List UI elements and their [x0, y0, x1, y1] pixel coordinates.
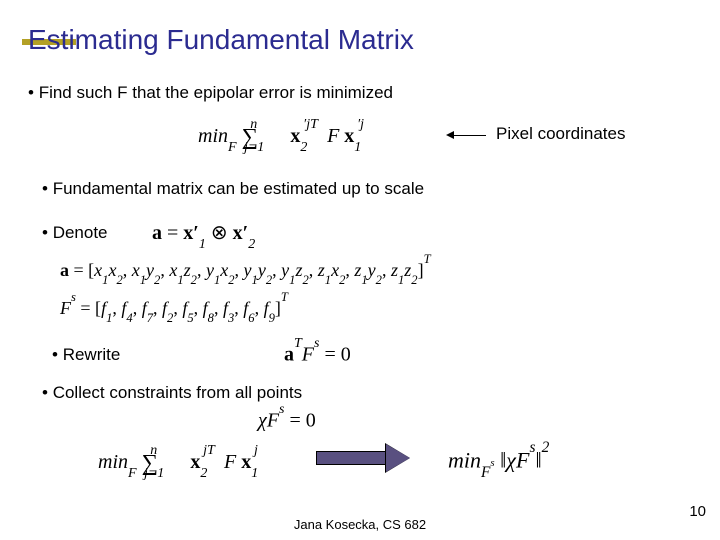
bullet-dot: • [28, 83, 39, 102]
annotation-arrow [452, 135, 486, 136]
bullet-2: • Fundamental matrix can be estimated up… [42, 178, 424, 201]
equation-min-norm: minFs ‖χFs‖2 [448, 446, 549, 478]
bullet-4: • Rewrite [52, 344, 120, 367]
equation-denote-a: a = x′1 ⊗ x′2 [152, 220, 255, 249]
footer-text: Jana Kosecka, CS 682 [0, 517, 720, 532]
bullet-5-text: Collect constraints from all points [53, 383, 302, 402]
slide-title: Estimating Fundamental Matrix [28, 24, 414, 56]
annotation-label: Pixel coordinates [496, 124, 625, 144]
page-number: 10 [689, 503, 706, 520]
bullet-1: • Find such F that the epipolar error is… [28, 82, 393, 105]
bullet-5: • Collect constraints from all points [42, 382, 302, 405]
equation-fs-vector: Fs = [f1, f4, f7, f2, f5, f8, f3, f6, f9… [60, 296, 288, 323]
bullet-3: • Denote [42, 222, 108, 245]
equation-min-sum-bottom: minF ∑nj=1 x2jT F x1j [98, 448, 262, 478]
bullet-3-text: Denote [53, 223, 108, 242]
equation-chi-fs: χFs = 0 [258, 408, 316, 433]
bullet-1-text: Find such F that the epipolar error is m… [39, 83, 393, 102]
equation-rewrite: aTFs = 0 [284, 342, 351, 367]
bullet-4-text: Rewrite [63, 345, 121, 364]
equation-a-vector: a = [x1x2, x1y2, x1z2, y1x2, y1y2, y1z2,… [60, 258, 431, 285]
bullet-2-text: Fundamental matrix can be estimated up t… [53, 179, 424, 198]
implies-arrow [316, 444, 414, 472]
equation-min-epipolar: minF ∑nj=1 x2′jT F x1′j [198, 122, 368, 152]
